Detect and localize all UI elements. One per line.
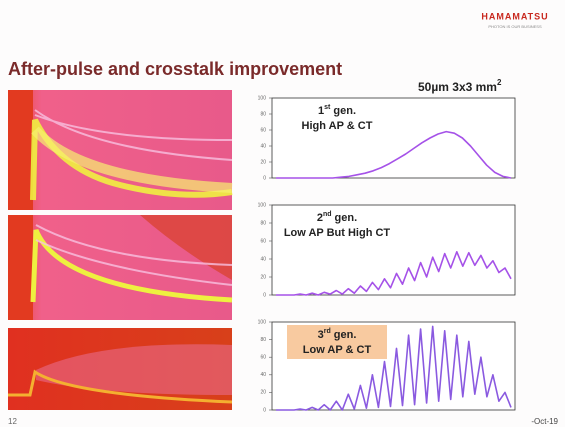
y-tick-label: 100 — [258, 319, 267, 325]
y-tick-label: 60 — [260, 355, 266, 361]
panel-label: Low AP But High CT — [284, 227, 391, 239]
device-sup: 2 — [497, 78, 502, 87]
device-text: 50µm 3x3 mm — [418, 80, 497, 94]
gen-word: gen. — [332, 212, 358, 224]
y-tick-label: 40 — [260, 143, 266, 149]
y-tick-label: 80 — [260, 220, 266, 226]
footer-date: -Oct-19 — [531, 417, 558, 426]
scope-image-3 — [8, 328, 232, 410]
y-tick-label: 40 — [260, 372, 266, 378]
y-tick-label: 80 — [260, 111, 266, 117]
scope-image-2 — [8, 215, 232, 320]
logo-tagline: PHOTON IS OUR BUSINESS — [488, 24, 542, 29]
y-tick-label: 100 — [258, 95, 267, 101]
y-tick-label: 80 — [260, 337, 266, 343]
y-tick-label: 0 — [263, 175, 266, 181]
plot-frame — [272, 98, 515, 178]
panel-label: High AP & CT — [302, 120, 373, 132]
charts: 0 20 40 60 80 100 1st gen. High AP & CT 0 20 40 60 8… — [258, 95, 515, 413]
generation-label: 3rd gen. — [318, 328, 357, 341]
gen-word: gen. — [331, 329, 357, 341]
y-tick-label: 0 — [263, 292, 266, 298]
generation-label: 1st gen. — [318, 104, 356, 117]
y-tick-label: 20 — [260, 274, 266, 280]
y-tick-label: 20 — [260, 159, 266, 165]
y-tick-label: 60 — [260, 127, 266, 133]
logo: HAMAMATSU — [481, 11, 548, 21]
gen-word: gen. — [330, 105, 356, 117]
scope-image-1 — [8, 90, 232, 210]
gen-suffix: nd — [323, 211, 332, 218]
slide-title: After-pulse and crosstalk improvement — [8, 59, 342, 79]
page-number: 12 — [8, 417, 17, 426]
generation-label: 2nd gen. — [317, 211, 357, 224]
y-tick-label: 100 — [258, 202, 267, 208]
gen-suffix: rd — [324, 328, 331, 335]
device-label: 50µm 3x3 mm2 — [418, 78, 502, 94]
y-tick-label: 60 — [260, 238, 266, 244]
panel-label: Low AP & CT — [303, 344, 372, 356]
y-tick-label: 0 — [263, 407, 266, 413]
slide: HAMAMATSU PHOTON IS OUR BUSINESS After-p… — [0, 0, 565, 427]
y-tick-label: 20 — [260, 390, 266, 396]
y-tick-label: 40 — [260, 256, 266, 262]
